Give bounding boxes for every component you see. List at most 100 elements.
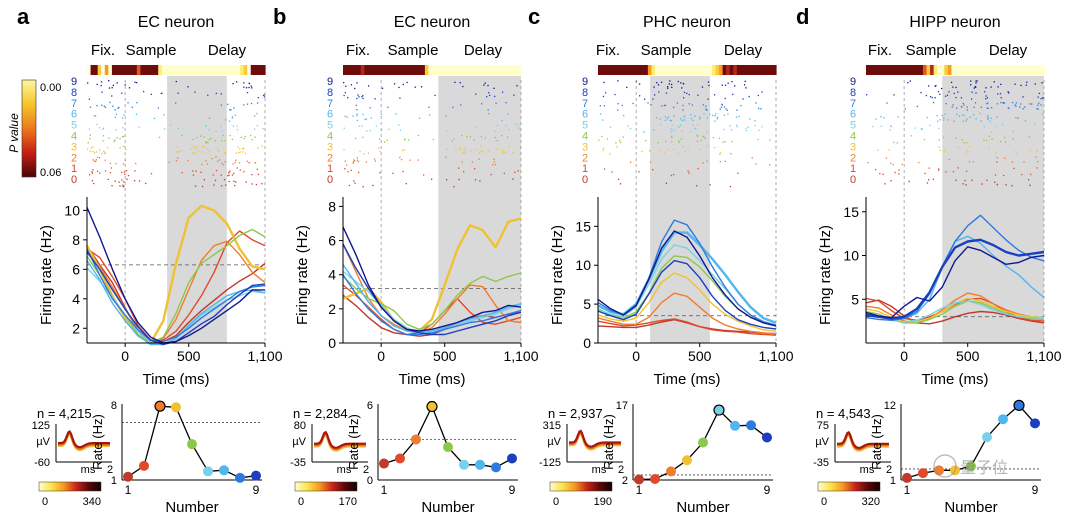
raster-spike xyxy=(920,127,923,130)
raster-spike xyxy=(354,160,356,162)
raster-spike xyxy=(621,104,623,107)
raster-spike xyxy=(955,179,957,181)
raster-spike xyxy=(703,113,705,115)
raster-spike xyxy=(96,170,99,172)
raster-spike xyxy=(677,80,679,83)
raster-spike xyxy=(619,183,622,185)
raster-spike xyxy=(112,105,114,107)
raster-spike xyxy=(713,94,716,96)
pvalue-segment xyxy=(772,65,777,75)
raster-spike xyxy=(690,117,693,120)
raster-spike xyxy=(361,125,363,127)
raster-row-label: 2 xyxy=(850,152,856,164)
raster-spike xyxy=(255,183,258,186)
raster-spike xyxy=(653,86,655,88)
raster-spike xyxy=(729,125,731,127)
raster-spike xyxy=(955,96,957,99)
raster-spike xyxy=(256,168,258,170)
pvalue-colorbar-tick-bottom: 0.06 xyxy=(40,167,61,179)
raster-spike xyxy=(91,172,94,174)
raster-row-label: 1 xyxy=(327,163,333,175)
raster-spike xyxy=(975,80,977,82)
raster-spike xyxy=(1015,102,1017,104)
raster-spike xyxy=(115,162,117,165)
tuning-x-tick: 9 xyxy=(1032,483,1039,497)
tuning-x-label: Number xyxy=(676,499,729,516)
y-axis-label: Firing rate (Hz) xyxy=(549,225,566,325)
raster-spike xyxy=(670,174,673,177)
raster-spike xyxy=(392,172,394,175)
epoch-label-delay: Delay xyxy=(989,42,1028,59)
raster-spike xyxy=(220,93,222,95)
raster-spike xyxy=(205,125,207,128)
raster-spike xyxy=(356,114,358,117)
raster-spike xyxy=(1012,130,1014,133)
raster-spike xyxy=(420,86,423,88)
raster-spike xyxy=(203,145,206,148)
raster-spike xyxy=(88,128,91,130)
pvalue-segment xyxy=(435,65,440,75)
density-colorbar xyxy=(38,481,102,492)
pvalue-segment xyxy=(972,65,977,75)
raster-row-label: 7 xyxy=(582,98,588,110)
raster-spike xyxy=(205,141,207,143)
raster-spike xyxy=(908,180,910,183)
raster-spike xyxy=(990,86,992,88)
raster-spike xyxy=(195,136,198,139)
raster-spike xyxy=(996,157,998,159)
x-axis-label: Time (ms) xyxy=(654,371,721,388)
raster-spike xyxy=(991,131,993,133)
pvalue-segment xyxy=(240,65,245,75)
series-line-5 xyxy=(865,300,1045,323)
raster-spike xyxy=(358,96,360,98)
raster-spike xyxy=(678,126,680,128)
wave-x-tick: 2 xyxy=(107,464,113,476)
raster-spike xyxy=(514,171,516,173)
raster-spike xyxy=(696,140,699,143)
raster-spike xyxy=(941,114,943,117)
raster-spike xyxy=(103,105,105,107)
raster-spike xyxy=(518,127,520,129)
raster-spike xyxy=(125,169,128,172)
pvalue-segment xyxy=(1004,65,1009,75)
raster-spike xyxy=(724,140,726,143)
raster-spike xyxy=(107,178,109,181)
epoch-label-sample: Sample xyxy=(906,42,957,59)
raster-spike xyxy=(692,119,694,121)
raster-spike xyxy=(117,107,119,109)
wave-tick-bottom: -35 xyxy=(813,457,829,469)
watermark: 量子位 xyxy=(933,454,1008,478)
raster-spike xyxy=(193,145,195,147)
tuning-point-4 xyxy=(682,455,692,466)
pvalue-segment xyxy=(200,65,206,75)
raster-spike xyxy=(1041,82,1043,84)
pvalue-segment xyxy=(417,65,422,75)
raster-spike xyxy=(344,115,346,117)
pvalue-segment xyxy=(679,65,685,75)
pvalue-segment xyxy=(933,65,938,75)
raster-spike xyxy=(997,86,999,88)
pvalue-segment xyxy=(385,65,390,75)
tuning-point-7 xyxy=(730,420,740,431)
raster-spike xyxy=(996,161,998,163)
raster-spike xyxy=(893,141,895,144)
raster-spike xyxy=(1004,141,1007,143)
raster-spike xyxy=(93,182,95,185)
raster-spike xyxy=(221,162,223,165)
series-line-1 xyxy=(86,230,266,341)
raster-spike xyxy=(758,129,760,131)
density-colorbar xyxy=(817,481,881,492)
pvalue-segment xyxy=(987,65,992,75)
raster-spike xyxy=(504,151,506,154)
raster-spike xyxy=(244,135,246,138)
raster-spike xyxy=(722,141,724,143)
y-tick-label: 10 xyxy=(64,202,80,218)
raster-spike xyxy=(352,115,354,117)
raster-spike xyxy=(701,86,704,88)
raster-spike xyxy=(943,117,945,119)
raster-spike xyxy=(951,106,953,108)
raster-spike xyxy=(682,104,684,107)
raster-spike xyxy=(254,136,256,138)
